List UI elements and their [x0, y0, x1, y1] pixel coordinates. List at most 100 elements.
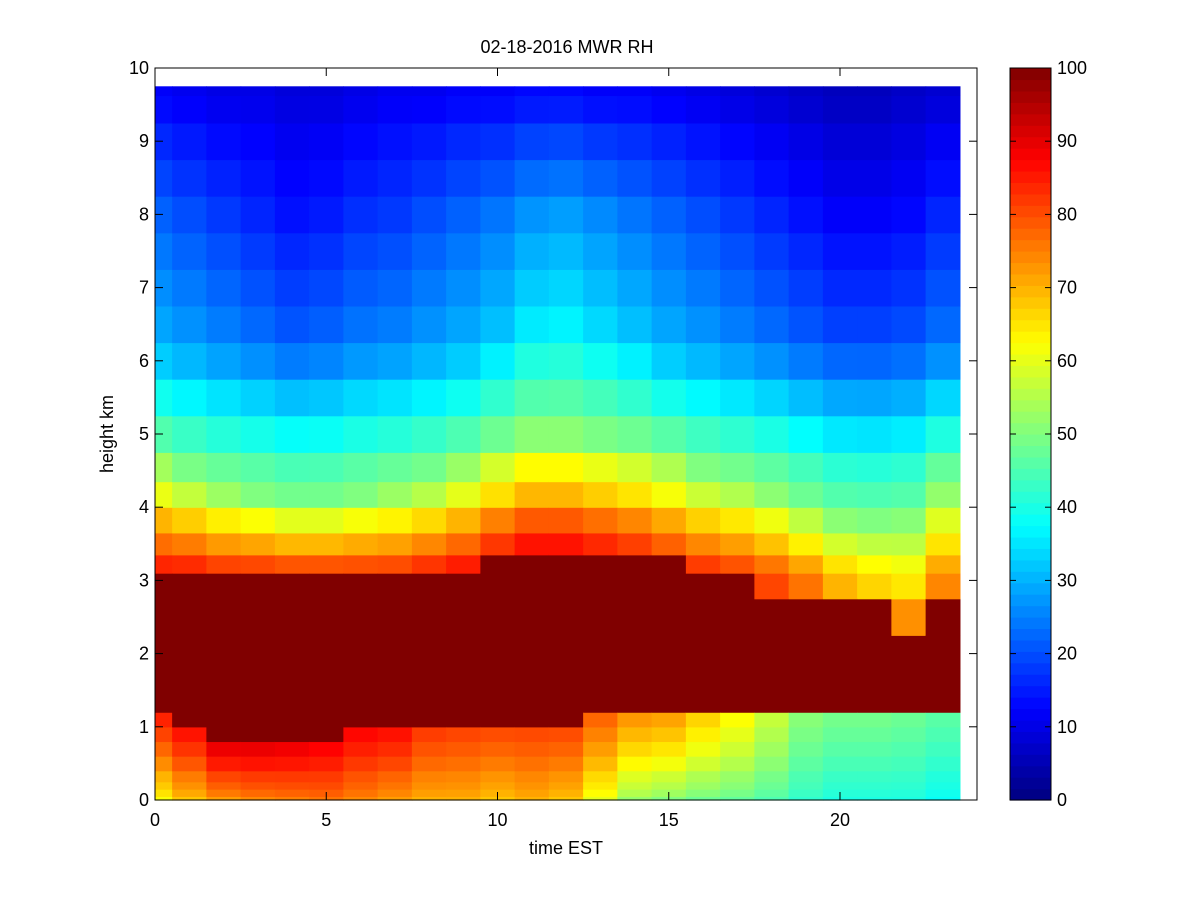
- heatmap-cell: [754, 573, 790, 600]
- heatmap-cell: [155, 770, 173, 783]
- heatmap-cell: [514, 781, 550, 790]
- heatmap-cell: [685, 196, 721, 234]
- heatmap-cell: [446, 635, 481, 669]
- heatmap-cell: [172, 342, 207, 380]
- heatmap-cell: [446, 693, 481, 713]
- heatmap-cell: [685, 668, 721, 695]
- heatmap-cell: [617, 342, 653, 380]
- heatmap-cell: [685, 741, 721, 757]
- heatmap-cell: [720, 554, 755, 574]
- heatmap-cell: [720, 379, 755, 417]
- heatmap-cell: [788, 668, 824, 695]
- colorbar-strip: [1010, 125, 1051, 138]
- heatmap-cell: [822, 95, 858, 124]
- heatmap-cell: [891, 415, 927, 453]
- heatmap-cell: [548, 635, 584, 669]
- heatmap-cell: [514, 379, 550, 417]
- heatmap-cell: [377, 789, 413, 797]
- heatmap-cell: [925, 781, 961, 790]
- heatmap-cell: [206, 379, 242, 417]
- heatmap-cell: [172, 635, 207, 669]
- heatmap-cell: [925, 452, 961, 483]
- y-tick-label: 10: [129, 58, 149, 78]
- heatmap-cell: [343, 554, 379, 574]
- colorbar-strip: [1010, 239, 1051, 252]
- heatmap-cell: [411, 573, 447, 600]
- heatmap-cell: [685, 635, 721, 669]
- heatmap-cell: [754, 668, 790, 695]
- heatmap-cell: [309, 342, 344, 380]
- heatmap-cell: [206, 122, 242, 161]
- heatmap-cell: [274, 342, 310, 380]
- heatmap-cell: [583, 726, 618, 743]
- heatmap-cell: [685, 554, 721, 574]
- colorbar-strip: [1010, 434, 1051, 447]
- x-tick-label: 20: [830, 810, 850, 830]
- x-tick-label: 5: [321, 810, 331, 830]
- heatmap-cell: [891, 196, 927, 234]
- heatmap-cell: [309, 770, 344, 783]
- colorbar-strip: [1010, 308, 1051, 321]
- heatmap-cell: [925, 95, 961, 124]
- heatmap-cell: [685, 481, 721, 508]
- heatmap-cell: [343, 573, 379, 600]
- heatmap-cell: [377, 796, 413, 801]
- heatmap-cell: [788, 452, 824, 483]
- heatmap-cell: [857, 741, 892, 757]
- heatmap-cell: [240, 598, 276, 636]
- heatmap-cells: [155, 86, 961, 801]
- heatmap-cell: [583, 342, 618, 380]
- heatmap-cell: [377, 756, 413, 772]
- heatmap-cell: [514, 741, 550, 757]
- heatmap-cell: [206, 532, 242, 556]
- heatmap-cell: [720, 122, 755, 161]
- heatmap-cell: [685, 726, 721, 743]
- heatmap-cell: [651, 712, 687, 728]
- heatmap-cell: [274, 305, 310, 344]
- heatmap-cell: [925, 741, 961, 757]
- heatmap-cell: [240, 232, 276, 270]
- heatmap-cell: [206, 781, 242, 790]
- heatmap-cell: [411, 305, 447, 344]
- heatmap-cell: [891, 796, 927, 801]
- colorbar-strip: [1010, 514, 1051, 527]
- heatmap-cell: [788, 532, 824, 556]
- heatmap-cell: [240, 712, 276, 728]
- heatmap-cell: [172, 573, 207, 600]
- heatmap-cell: [822, 712, 858, 728]
- y-tick-label: 1: [139, 717, 149, 737]
- heatmap-cell: [377, 554, 413, 574]
- heatmap-cell: [720, 573, 755, 600]
- heatmap-cell: [788, 598, 824, 636]
- heatmap-cell: [206, 726, 242, 743]
- heatmap-cell: [583, 668, 618, 695]
- heatmap-cell: [514, 342, 550, 380]
- heatmap-cell: [651, 379, 687, 417]
- heatmap-cell: [309, 693, 344, 713]
- heatmap-cell: [857, 770, 892, 783]
- heatmap-cell: [377, 86, 413, 97]
- heatmap-cell: [446, 741, 481, 757]
- colorbar-strip: [1010, 79, 1051, 92]
- heatmap-cell: [857, 712, 892, 728]
- heatmap-cell: [172, 481, 207, 508]
- heatmap-cell: [514, 305, 550, 344]
- heatmap-cell: [172, 781, 207, 790]
- colorbar-strip: [1010, 148, 1051, 161]
- heatmap-cell: [155, 554, 173, 574]
- heatmap-cell: [343, 452, 379, 483]
- colorbar-strip: [1010, 285, 1051, 298]
- heatmap-cell: [377, 342, 413, 380]
- heatmap-cell: [788, 232, 824, 270]
- heatmap-cell: [155, 379, 173, 417]
- heatmap-cell: [617, 726, 653, 743]
- heatmap-cell: [788, 86, 824, 97]
- heatmap-cell: [548, 756, 584, 772]
- heatmap-cell: [343, 693, 379, 713]
- heatmap-cell: [548, 781, 584, 790]
- heatmap-cell: [172, 712, 207, 728]
- heatmap-cell: [754, 232, 790, 270]
- heatmap-cell: [155, 122, 173, 161]
- heatmap-cell: [617, 532, 653, 556]
- colorbar-strip: [1010, 697, 1051, 710]
